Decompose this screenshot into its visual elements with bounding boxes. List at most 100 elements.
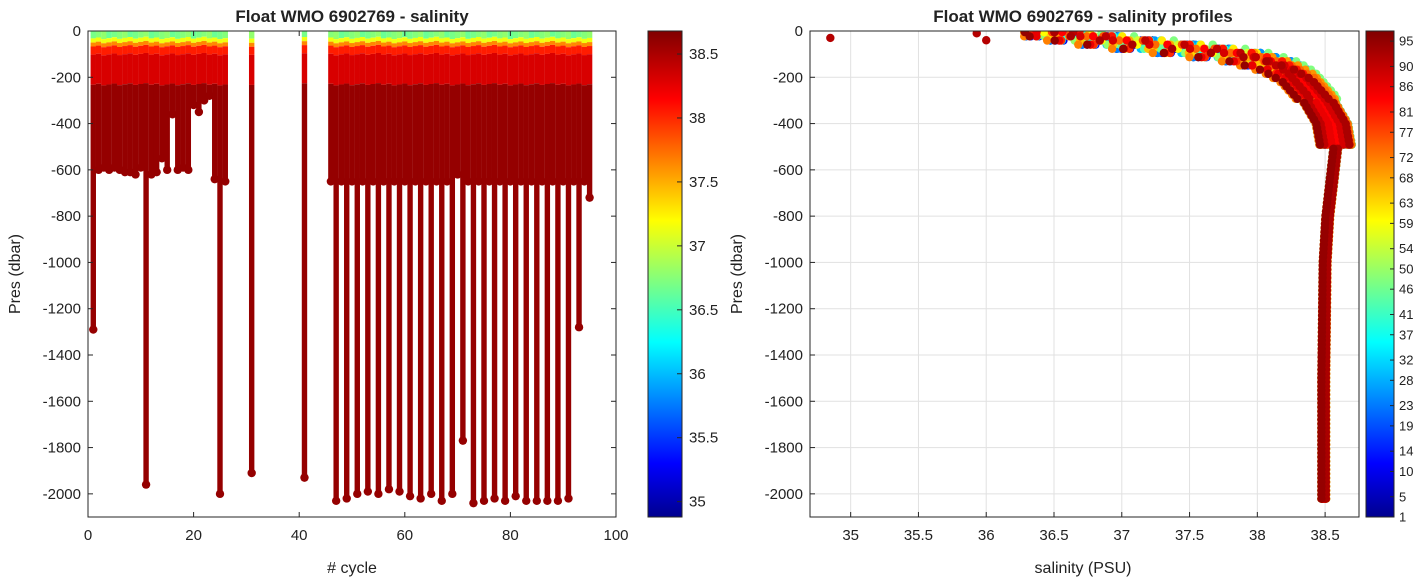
x-tick-label: 35 (842, 527, 859, 544)
right-axes-box (809, 30, 1360, 518)
profile-segment (138, 45, 144, 54)
profile-point (1108, 36, 1118, 45)
profile-segment (423, 54, 429, 85)
profile-column (384, 31, 394, 494)
profile-segment (206, 31, 213, 39)
profile-segment (370, 41, 376, 46)
profile-segment (412, 84, 419, 182)
profile-point (1293, 94, 1302, 104)
colorbar-tick-label: 95 (1399, 34, 1413, 49)
profile-segment (338, 46, 345, 55)
profile-column (368, 31, 378, 186)
profile-segment (470, 37, 477, 43)
profile-segment (586, 54, 593, 85)
profile-segment (555, 42, 561, 47)
colorbar-tick-label: 1 (1399, 510, 1406, 525)
profile-segment (571, 38, 577, 43)
profile-segment (454, 42, 461, 47)
left-colorbar (647, 30, 683, 518)
colorbar-tick-label: 14 (1399, 444, 1413, 459)
profile-segment (391, 31, 397, 40)
colorbar-tick-label: 54 (1399, 241, 1413, 256)
profile-segment (359, 41, 366, 46)
profile-segment (576, 83, 582, 328)
profile-segment (301, 53, 308, 84)
profile-segment (370, 37, 376, 42)
profile-segment (127, 31, 133, 38)
profile-segment (328, 37, 334, 42)
profile-segment (417, 53, 424, 84)
profile-segment (90, 84, 96, 330)
profile-segment (465, 46, 471, 56)
left-title: Float WMO 6902769 - salinity (235, 7, 469, 26)
profile-segment (512, 38, 519, 43)
profile-segment (391, 47, 397, 56)
profile-segment (396, 31, 403, 39)
profile-segment (185, 53, 192, 84)
y-tick-label: -1800 (43, 440, 81, 457)
profile-bottom-point (527, 177, 536, 186)
profile-segment (391, 85, 397, 182)
profile-column (448, 31, 457, 499)
profile-column (511, 31, 520, 501)
profile-segment (164, 38, 170, 43)
profile-segment (365, 46, 371, 55)
colorbar-tick-label: 68 (1399, 170, 1413, 185)
profile-segment (460, 37, 466, 42)
profile-segment (354, 31, 360, 38)
profile-bottom-point (516, 177, 526, 186)
profile-segment (560, 31, 566, 38)
profile-point (1076, 32, 1085, 41)
profile-segment (190, 38, 197, 43)
profile-segment (333, 39, 339, 44)
profile-segment (328, 53, 334, 84)
profile-segment (571, 54, 577, 85)
profile-segment (201, 36, 207, 41)
profile-segment (365, 31, 371, 39)
profile-segment (148, 46, 155, 55)
profile-segment (196, 83, 202, 112)
profile-segment (106, 46, 112, 55)
right-plot-area (826, 31, 1357, 503)
profile-segment (344, 45, 350, 54)
profile-segment (428, 83, 434, 494)
profile-segment (365, 42, 371, 47)
profile-segment (396, 46, 403, 55)
profile-segment (433, 31, 440, 37)
profile-point (1058, 31, 1067, 37)
profile-column (342, 31, 351, 503)
profile-column (379, 31, 388, 186)
profile-point (1167, 44, 1177, 54)
profile-column (553, 31, 563, 505)
profile-segment (576, 37, 582, 42)
profile-segment (344, 41, 350, 46)
profile-segment (159, 43, 165, 48)
profile-column (500, 31, 510, 505)
profile-segment (370, 45, 376, 54)
profile-segment (491, 52, 498, 84)
profile-segment (454, 31, 461, 39)
profile-segment (180, 84, 186, 168)
profile-point (1264, 69, 1273, 79)
profile-segment (127, 83, 133, 173)
y-tick-label: -1400 (43, 347, 81, 364)
profile-segment (169, 37, 176, 42)
profile-segment (476, 41, 482, 46)
profile-segment (481, 46, 487, 55)
profile-point (1255, 65, 1265, 74)
profile-segment (534, 53, 540, 84)
profile-bottom-point (553, 496, 563, 505)
profile-column (390, 31, 399, 186)
outlier-point (826, 33, 835, 43)
profile-point (1271, 73, 1280, 83)
profile-segment (359, 37, 366, 42)
x-tick-label: 40 (291, 527, 308, 544)
profile-column (194, 31, 204, 117)
profile-bottom-point (458, 436, 468, 445)
y-tick-label: 0 (73, 23, 81, 40)
profile-segment (518, 41, 524, 46)
profile-segment (470, 54, 477, 85)
profile-segment (190, 54, 197, 85)
profile-segment (544, 53, 551, 84)
profile-column (548, 31, 557, 186)
